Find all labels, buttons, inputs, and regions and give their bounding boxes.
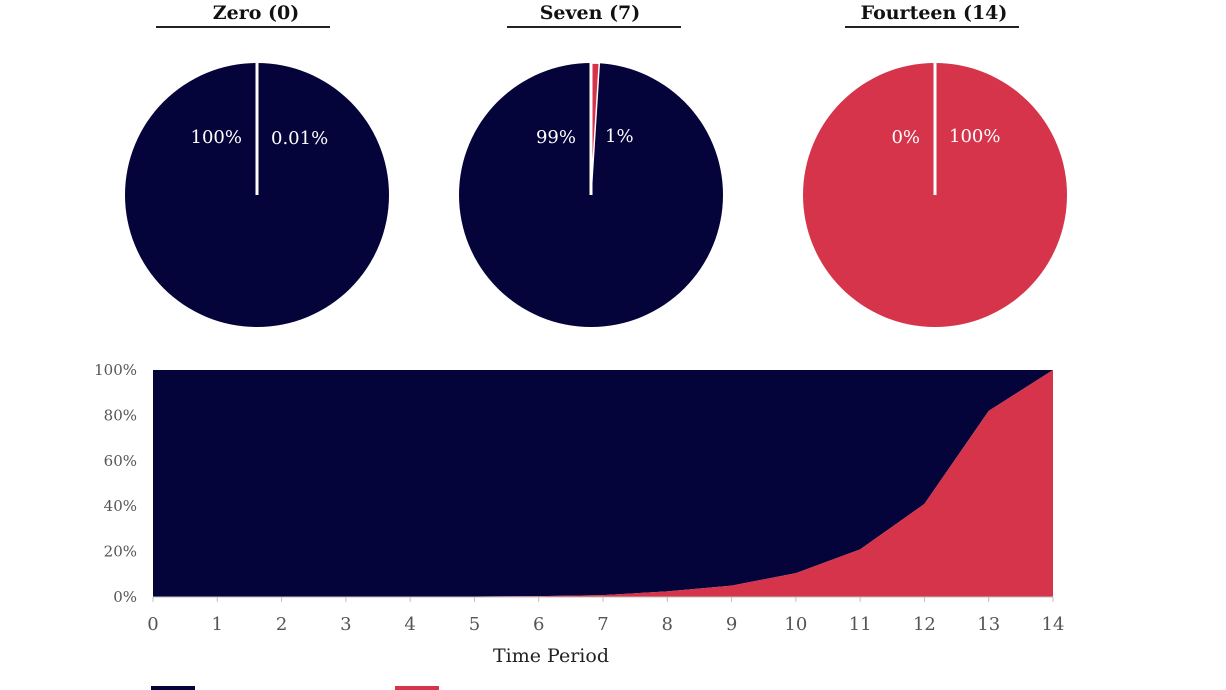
area-series-red (153, 370, 1053, 597)
pie-svg-fourteen: 0% 100% (803, 63, 1067, 327)
pie-title-seven: Seven (7) (539, 2, 641, 24)
x-tick-label: 11 (849, 614, 872, 635)
pie-chart-zero: Zero (0) 100% 0.01% (100, 0, 412, 340)
y-tick-label: 100% (94, 361, 137, 379)
pie-svg-zero: 100% 0.01% (125, 63, 389, 327)
legend-swatch-navy (151, 686, 195, 690)
y-tick-label: 0% (113, 588, 137, 606)
pie-label: 0% (891, 127, 920, 148)
x-tick-label: 5 (469, 614, 480, 635)
x-tick-label: 12 (913, 614, 936, 635)
area-series-navy (153, 370, 1053, 597)
legend-swatch-red (395, 686, 439, 690)
x-tick-label: 6 (533, 614, 544, 635)
pie-label: 100% (191, 127, 242, 148)
x-tick-label: 8 (662, 614, 673, 635)
x-tick-label: 10 (784, 614, 807, 635)
pie-label: 0.01% (271, 128, 328, 149)
stacked-area-chart: 0 1 2 3 4 5 6 7 8 9 10 11 12 13 140%20%40%60%80%100%Ti… (94, 361, 1065, 667)
y-tick-label: 20% (104, 543, 137, 561)
x-tick-label: 3 (340, 614, 351, 635)
pie-title-underline (845, 26, 1019, 28)
pie-title-zero: Zero (0) (212, 2, 300, 24)
x-tick-label: 2 (276, 614, 287, 635)
x-tick-label: 0 (147, 614, 158, 635)
pie-title-fourteen: Fourteen (14) (860, 2, 1008, 24)
x-tick-label: 7 (597, 614, 608, 635)
x-tick-label: 4 (404, 614, 415, 635)
pie-svg-seven: 99% 1% (459, 62, 723, 327)
x-axis-label: Time Period (493, 645, 609, 667)
pie-label: 1% (605, 126, 634, 147)
y-tick-label: 80% (104, 406, 137, 424)
x-tick-label: 1 (212, 614, 223, 635)
y-tick-label: 60% (104, 452, 137, 470)
pie-chart-fourteen: Fourteen (14) 0% 100% (778, 0, 1090, 340)
pie-chart-seven: Seven (7) 99% 1% (434, 0, 746, 340)
x-tick-label: 9 (726, 614, 737, 635)
pie-label: 99% (536, 127, 576, 148)
x-tick-label: 13 (977, 614, 1000, 635)
pie-title-underline (507, 26, 681, 28)
pie-title-underline (156, 26, 330, 28)
x-tick-label: 14 (1042, 614, 1065, 635)
pie-label: 100% (949, 126, 1000, 147)
y-tick-label: 40% (104, 497, 137, 515)
